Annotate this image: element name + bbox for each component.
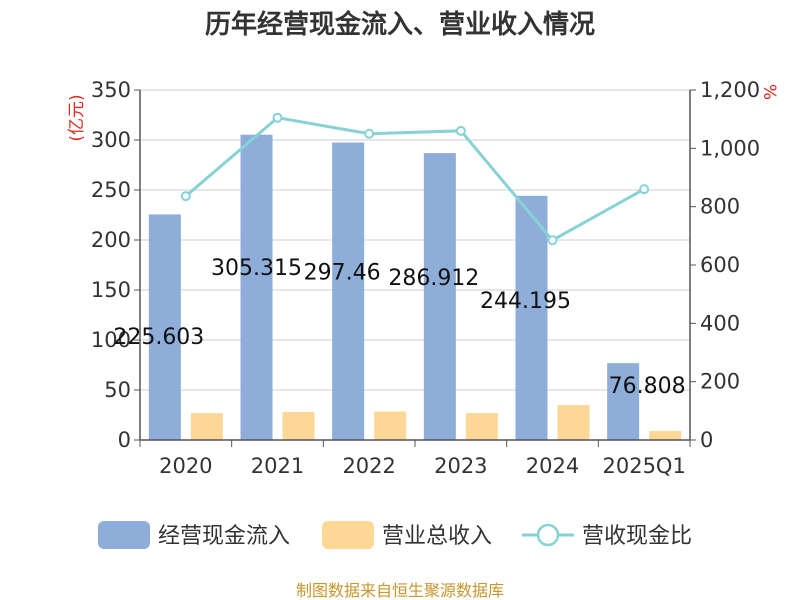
grid-lines <box>140 89 690 391</box>
line-ratio-point <box>639 184 650 195</box>
y-left-tick-label: 300 <box>91 128 131 152</box>
x-tick-label: 2025Q1 <box>602 454 685 478</box>
x-tick-label: 2021 <box>251 454 304 478</box>
bar-cash-inflow <box>240 134 273 440</box>
bar-cash-inflow <box>423 153 456 440</box>
data-label-cash-inflow: 244.195 <box>480 289 571 314</box>
y-right-tick-label: 1,000 <box>700 136 760 160</box>
y-right-tick-label: 800 <box>700 195 740 219</box>
y-right-tick-label: 0 <box>700 428 713 452</box>
legend-swatch-ratio-marker <box>536 523 560 547</box>
y-right-unit: % <box>759 84 779 100</box>
x-tick-label: 2023 <box>434 454 487 478</box>
bar-cash-inflow <box>148 214 181 440</box>
line-ratio-series <box>184 116 645 243</box>
y-right-tick-label: 400 <box>700 311 740 335</box>
bar-cash-inflow <box>515 195 548 440</box>
x-tick-label: 2024 <box>526 454 579 478</box>
source-note: 制图数据来自恒生聚源数据库 <box>296 581 504 600</box>
bar-revenue <box>557 405 590 440</box>
legend-swatch-revenue <box>322 521 374 549</box>
legend-label-cash-inflow: 经营现金流入 <box>158 524 290 549</box>
y-left-tick-label: 0 <box>118 428 131 452</box>
bar-revenue <box>374 411 407 440</box>
y-left-tick-label: 100 <box>91 328 131 352</box>
axes: 0 50 100 150 200 250 300 350 0 200 400 600 800 1,000 1… <box>67 78 779 478</box>
data-label-cash-inflow: 76.808 <box>609 374 686 399</box>
data-label-cash-inflow: 297.46 <box>304 260 381 285</box>
y-left-tick-label: 350 <box>91 78 131 102</box>
x-tick-label: 2020 <box>159 454 212 478</box>
legend-label-ratio: 营收现金比 <box>582 524 692 549</box>
ratio-line <box>180 112 650 246</box>
chart-title: 历年经营现金流入、营业收入情况 <box>205 9 595 40</box>
y-left-tick-label: 150 <box>91 278 131 302</box>
line-ratio-point <box>364 128 375 139</box>
y-left-tick-label: 200 <box>91 228 131 252</box>
line-ratio-point <box>180 191 191 202</box>
bars <box>148 134 682 441</box>
bar-cash-inflow <box>332 142 365 441</box>
line-ratio-point <box>547 235 558 246</box>
bar-revenue <box>465 413 498 440</box>
bar-revenue <box>649 431 682 440</box>
data-label-cash-inflow: 225.603 <box>113 325 204 350</box>
legend: 经营现金流入 营业总收入 营收现金比 <box>98 521 692 549</box>
y-right-tick-label: 200 <box>700 370 740 394</box>
legend-swatch-cash-inflow <box>98 521 150 549</box>
data-label-cash-inflow: 286.912 <box>388 266 479 291</box>
bar-revenue <box>282 412 315 440</box>
y-right-tick-label: 600 <box>700 253 740 277</box>
line-ratio-point <box>272 112 283 123</box>
y-left-tick-label: 50 <box>104 378 131 402</box>
y-left-tick-label: 250 <box>91 178 131 202</box>
data-label-cash-inflow: 305.315 <box>211 256 302 281</box>
y-left-unit: (亿元) <box>67 94 87 141</box>
line-ratio-point <box>455 125 466 136</box>
legend-label-revenue: 营业总收入 <box>382 524 492 549</box>
y-right-tick-label: 1,200 <box>700 78 760 102</box>
bar-revenue <box>190 413 223 440</box>
x-tick-label: 2022 <box>342 454 395 478</box>
bar-cash-inflow <box>607 363 640 440</box>
